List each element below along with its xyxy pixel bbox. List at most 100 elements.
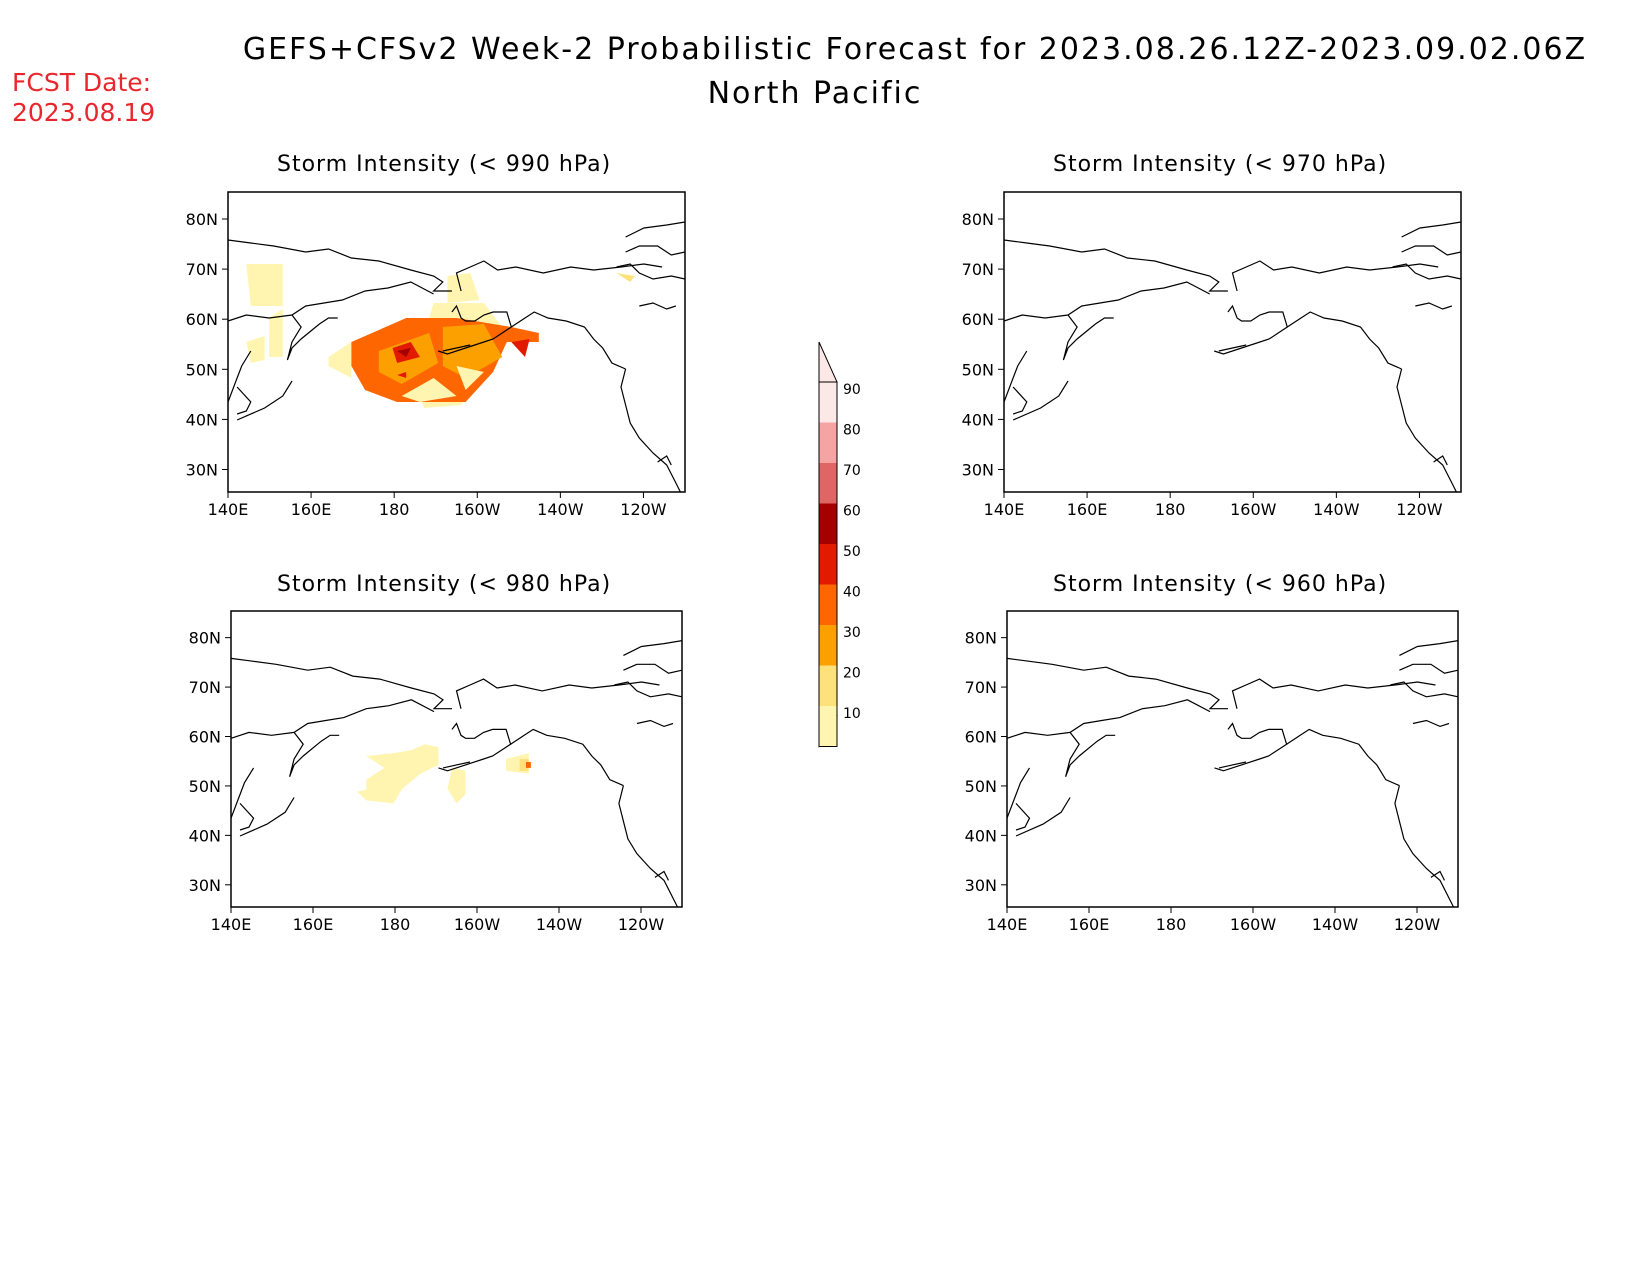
coastline <box>1218 761 1247 769</box>
lat-tick-label: 30N <box>965 876 997 895</box>
coastline <box>1006 657 1228 710</box>
lon-tick-label: 160W <box>454 500 501 519</box>
colorbar-box <box>819 503 837 545</box>
lon-tick-label: 120W <box>1396 500 1443 519</box>
panel-title-970: Storm Intensity (< 970 hPa) <box>1053 152 1388 177</box>
panel-title-960: Storm Intensity (< 960 hPa) <box>1053 572 1388 597</box>
lat-tick-label: 30N <box>962 461 994 480</box>
coastline <box>239 797 295 837</box>
lat-tick-label: 60N <box>186 310 218 329</box>
fcst-date-label: FCST Date: <box>12 68 152 97</box>
lon-tick-label: 120W <box>618 915 665 934</box>
coastline <box>636 719 674 728</box>
coastline <box>236 386 252 415</box>
probability-area <box>366 744 439 804</box>
lon-tick-label: 140W <box>1312 915 1359 934</box>
coastline <box>1415 302 1453 310</box>
coastline <box>1390 681 1459 698</box>
coastline <box>227 239 452 292</box>
probability-area <box>442 324 503 378</box>
colorbar-box <box>819 625 837 666</box>
lat-tick-label: 50N <box>189 777 221 796</box>
coastline <box>657 455 672 466</box>
coastline <box>239 802 255 831</box>
coastline <box>455 678 660 709</box>
probability-area <box>246 264 283 306</box>
colorbar-box <box>819 422 837 464</box>
coastline <box>1214 722 1288 772</box>
lon-tick-label: 160W <box>1230 500 1277 519</box>
coastline <box>1231 260 1439 292</box>
coastline <box>236 380 293 421</box>
probability-area <box>397 348 411 357</box>
coastline <box>1218 344 1247 352</box>
lat-tick-label: 60N <box>962 310 994 329</box>
page-title: GEFS+CFSv2 Week-2 Probabilistic Forecast… <box>242 32 1588 67</box>
lon-tick-label: 160E <box>1067 500 1108 519</box>
coastline <box>623 640 683 656</box>
coastline <box>230 657 452 710</box>
coastline <box>1006 767 1031 819</box>
coastline <box>442 344 471 352</box>
colorbar-outline <box>818 381 838 747</box>
lat-tick-label: 40N <box>965 826 997 845</box>
coastline <box>1003 350 1028 403</box>
lon-tick-label: 180 <box>379 500 410 519</box>
colorbar-end-high <box>818 341 838 383</box>
coastline <box>1012 380 1069 421</box>
coastline <box>654 870 670 881</box>
colorbar-box <box>819 544 837 585</box>
coastline <box>1433 455 1448 466</box>
probability-area <box>616 273 635 282</box>
colorbar-box <box>819 665 837 707</box>
coastline <box>1286 728 1400 787</box>
colorbar-label: 50 <box>843 544 861 560</box>
coastline <box>1231 678 1436 709</box>
map-p980: 140E 160E 180 160W 140W 120W 80N 70N 60N 50N 40N 30… <box>189 610 683 934</box>
probability-area <box>397 372 407 378</box>
probability-area <box>269 309 283 357</box>
map-frame <box>227 191 686 493</box>
colorbar-box <box>819 706 837 747</box>
lat-tick-label: 30N <box>186 461 218 480</box>
coastline <box>510 311 626 370</box>
lat-tick-label: 60N <box>189 728 221 747</box>
coastline <box>620 368 681 493</box>
colorbar-label: 10 <box>843 706 861 722</box>
coastline <box>623 663 683 674</box>
panel-title-980: Storm Intensity (< 980 hPa) <box>277 572 612 597</box>
lat-tick-label: 80N <box>965 629 997 648</box>
colorbar-box <box>819 463 837 504</box>
probability-area <box>456 366 484 390</box>
coastline <box>1062 314 1114 361</box>
lat-tick-label: 80N <box>186 210 218 229</box>
coastline <box>286 314 338 361</box>
lat-tick-label: 50N <box>186 360 218 379</box>
coastline <box>227 281 434 322</box>
coastline <box>438 304 513 355</box>
probability-area <box>246 336 265 363</box>
lat-tick-label: 80N <box>962 210 994 229</box>
colorbar-label: 70 <box>843 463 861 479</box>
coastline <box>1399 640 1459 656</box>
colorbar-label: 20 <box>843 666 861 682</box>
coastline <box>442 761 471 769</box>
coastline <box>455 260 663 292</box>
coastline <box>1401 245 1462 256</box>
lon-tick-label: 140E <box>984 500 1025 519</box>
coastline <box>1399 663 1459 674</box>
map-p970: 140E 160E 180 160W 140W 120W 80N 70N 60N 50N 40N 30… <box>962 191 1462 519</box>
map-frame <box>1003 191 1462 493</box>
colorbar-box <box>819 584 837 626</box>
coastline <box>438 722 512 772</box>
probability-area <box>328 342 352 378</box>
probability-area <box>526 762 531 768</box>
coastline <box>1412 719 1450 728</box>
map-p990: 140E 160E 180 160W 140W 120W 80N 70N 60N 50N 40N 30… <box>186 191 686 519</box>
fcst-date-value: 2023.08.19 <box>12 98 156 127</box>
coastline <box>1430 870 1446 881</box>
coastline <box>230 767 255 819</box>
probability-area <box>357 788 371 801</box>
